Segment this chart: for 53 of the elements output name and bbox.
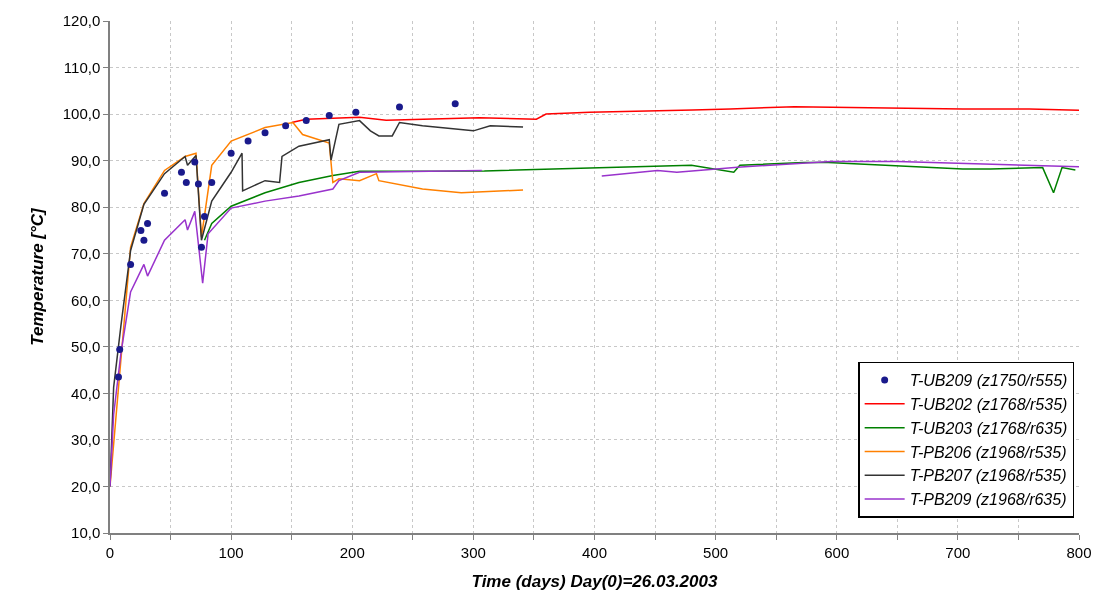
point (127, 260, 135, 268)
y-tick-label: 70,0 (71, 244, 101, 262)
point (137, 226, 145, 234)
point (144, 219, 152, 227)
y-tick-label: 30,0 (71, 431, 101, 449)
legend-label: T-UB203 (z1768/r635) (909, 419, 1068, 437)
point (200, 212, 208, 220)
y-axis-title: Temperature [°C] (27, 206, 47, 346)
point (182, 179, 190, 187)
legend-label: T-PB209 (z1968/r635) (909, 491, 1067, 509)
y-tick-label: 80,0 (71, 198, 101, 216)
x-tick-label: 600 (824, 543, 850, 561)
point (194, 180, 202, 188)
point (352, 108, 360, 116)
y-tick-label: 60,0 (71, 291, 101, 309)
x-tick-label: 400 (581, 543, 608, 561)
legend-label: T-UB202 (z1768/r535) (909, 396, 1068, 414)
y-tick-label: 10,0 (71, 524, 101, 542)
point (244, 137, 252, 145)
point (395, 103, 403, 111)
y-tick-label: 90,0 (71, 151, 101, 169)
x-tick-label: 500 (703, 543, 729, 561)
point (116, 346, 124, 354)
point (261, 129, 269, 137)
line-series (203, 161, 1077, 241)
x-tick-label: 800 (1066, 543, 1092, 561)
x-tick-label: 700 (945, 543, 971, 561)
point (114, 373, 122, 381)
point (325, 111, 333, 119)
point (451, 100, 459, 108)
point (302, 117, 310, 125)
point (197, 243, 205, 251)
point (227, 149, 235, 157)
x-axis-title: Time (days) Day(0)=26.03.2003 (471, 571, 718, 591)
point (161, 189, 169, 197)
x-tick-label: 300 (460, 543, 486, 561)
y-tick-label: 50,0 (71, 338, 101, 356)
x-tick-label: 200 (339, 543, 365, 561)
legend-label: T-UB209 (z1750/r555) (909, 372, 1068, 390)
x-tick-label: 0 (105, 543, 115, 561)
point (282, 122, 290, 130)
y-tick-label: 20,0 (71, 477, 101, 495)
y-tick-label: 120,0 (62, 12, 101, 30)
y-tick-label: 40,0 (71, 384, 101, 402)
x-tick-label: 100 (218, 543, 244, 561)
point (208, 179, 216, 187)
y-tick-label: 100,0 (62, 105, 101, 123)
y-tick-label: 110,0 (63, 58, 101, 76)
point (191, 158, 199, 166)
point (177, 168, 185, 176)
legend-label: T-PB206 (z1968/r535) (909, 443, 1067, 461)
legend-label: T-PB207 (z1968/r535) (909, 467, 1067, 485)
point (140, 236, 148, 244)
